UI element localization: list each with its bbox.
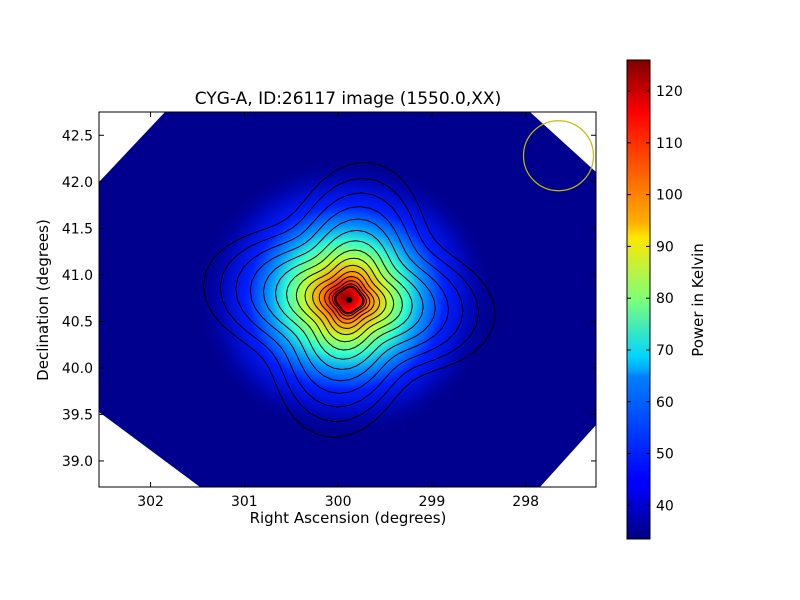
plot-area xyxy=(98,111,597,488)
colorbar: 40 50 60 70 80 90 100 110 120 Power in Kelvin xyxy=(626,59,707,540)
colorbar-tick-label: 40 xyxy=(656,498,674,514)
colorbar-tick-label: 70 xyxy=(656,343,674,359)
colorbar-tick-label: 100 xyxy=(656,188,683,204)
contour-lines xyxy=(202,161,496,439)
y-axis-label: Declination (degrees) xyxy=(34,219,52,381)
source-peak-marker xyxy=(346,296,353,303)
x-tick-label: 301 xyxy=(231,494,258,510)
contour-line xyxy=(335,286,364,314)
y-tick-label: 39.0 xyxy=(62,454,93,470)
contour-line xyxy=(331,283,367,317)
y-tick-label: 40.0 xyxy=(62,361,93,377)
y-tick-label: 41.5 xyxy=(62,221,93,237)
beam-circle xyxy=(522,120,595,192)
contour-line xyxy=(285,240,413,360)
y-tick-label: 41.0 xyxy=(62,268,93,284)
y-tick-label: 39.5 xyxy=(62,407,93,423)
contour-line xyxy=(202,161,496,439)
colorbar-tick-label: 60 xyxy=(656,395,674,411)
colorbar-tick-label: 90 xyxy=(656,239,674,255)
y-tick-label: 42.0 xyxy=(62,175,93,191)
y-tick-label: 42.5 xyxy=(62,128,93,144)
contour-line xyxy=(219,177,480,423)
contour-line xyxy=(262,218,436,382)
colorbar-tick-label: 110 xyxy=(656,136,683,152)
contour-line xyxy=(295,249,403,351)
y-tick-label: 40.5 xyxy=(62,314,93,330)
plot-frame xyxy=(98,111,597,488)
x-axis-ticks: 302 301 300 299 298 xyxy=(137,112,539,510)
colorbar-tick-label: 50 xyxy=(656,447,674,463)
contour-line xyxy=(235,192,464,408)
contour-line xyxy=(304,257,395,343)
source-emission xyxy=(196,158,496,438)
contour-line xyxy=(318,270,381,329)
colorbar-tick-label: 120 xyxy=(656,84,683,100)
colorbar-ticks: 40 50 60 70 80 90 100 110 120 xyxy=(627,84,683,514)
chart-title: CYG-A, ID:26117 image (1550.0,XX) xyxy=(195,89,501,109)
contour-line xyxy=(274,229,424,371)
contour-line xyxy=(249,205,450,394)
y-axis-ticks: 39.0 39.5 40.0 40.5 41.0 41.5 42.0 42.5 xyxy=(62,128,596,470)
x-tick-label: 302 xyxy=(137,494,164,510)
x-tick-label: 298 xyxy=(512,494,539,510)
colorbar-tick-label: 80 xyxy=(656,291,674,307)
contour-line xyxy=(324,276,375,324)
x-tick-label: 300 xyxy=(325,494,352,510)
x-axis-label: Right Ascension (degrees) xyxy=(250,509,447,527)
contour-line xyxy=(328,280,371,320)
contour-line xyxy=(334,285,365,315)
x-tick-label: 299 xyxy=(419,494,446,510)
colorbar-gradient xyxy=(626,59,651,540)
contour-line xyxy=(312,264,387,336)
colorbar-label: Power in Kelvin xyxy=(689,243,707,357)
